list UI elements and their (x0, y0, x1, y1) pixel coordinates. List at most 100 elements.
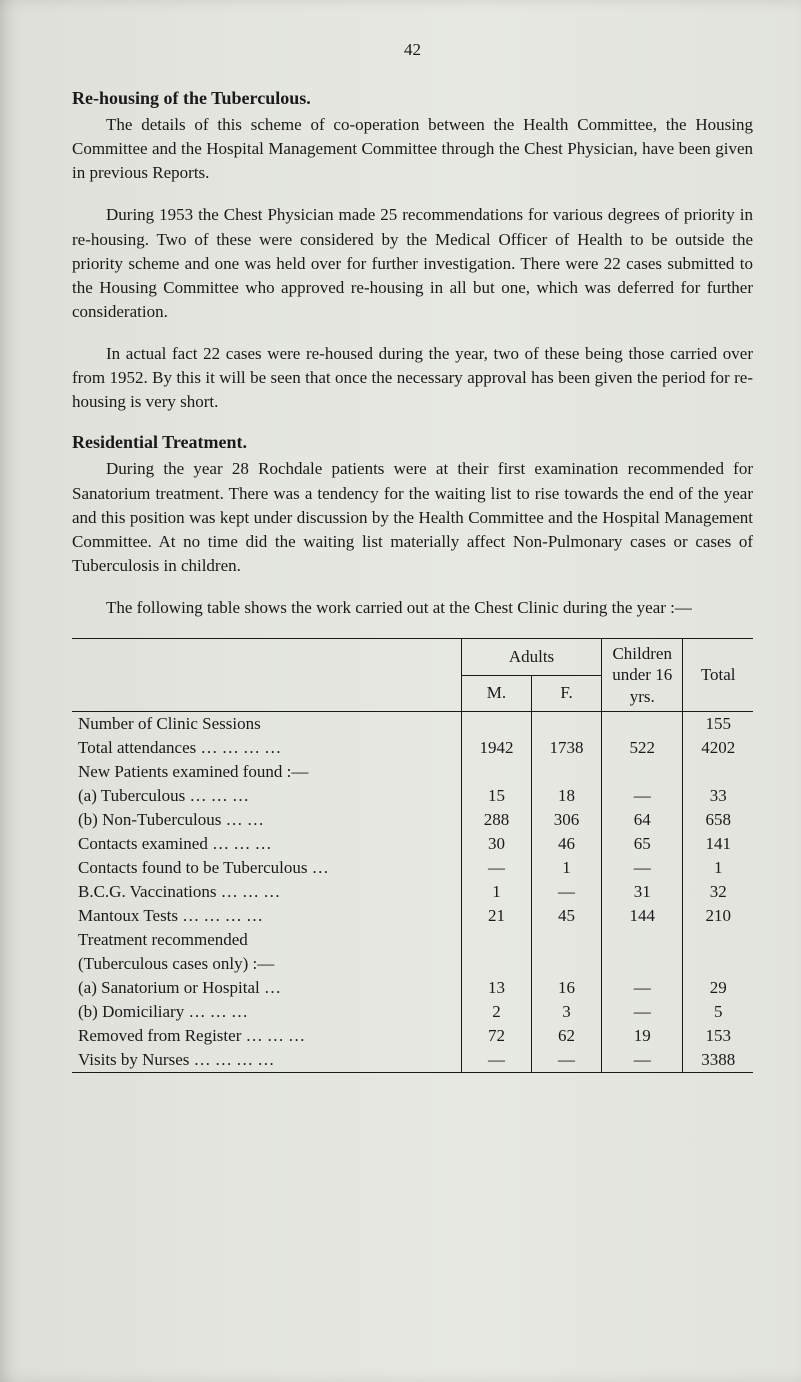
cell-m: 72 (461, 1024, 531, 1048)
cell-children: — (602, 784, 683, 808)
cell-children: 65 (602, 832, 683, 856)
cell-children (602, 952, 683, 976)
cell-f (532, 711, 602, 736)
cell-f: 46 (532, 832, 602, 856)
table-row: Contacts found to be Tuberculous …—1—1 (72, 856, 753, 880)
cell-m: 288 (461, 808, 531, 832)
cell-children: — (602, 1048, 683, 1073)
cell-f: 16 (532, 976, 602, 1000)
cell-total: 153 (683, 1024, 753, 1048)
section-rehousing: Re-housing of the Tuberculous. The detai… (72, 88, 753, 414)
row-label: Contacts found to be Tuberculous … (72, 856, 461, 880)
cell-f (532, 760, 602, 784)
header-row: Adults Children under 16 yrs. Total (72, 639, 753, 675)
cell-children: 19 (602, 1024, 683, 1048)
cell-f: 306 (532, 808, 602, 832)
table-body: Number of Clinic Sessions155Total attend… (72, 711, 753, 1072)
cell-m (461, 928, 531, 952)
cell-m: 15 (461, 784, 531, 808)
cell-children: 31 (602, 880, 683, 904)
table-row: Visits by Nurses … … … …———3388 (72, 1048, 753, 1073)
cell-total (683, 928, 753, 952)
row-label: (a) Sanatorium or Hospital … (72, 976, 461, 1000)
row-label: (b) Non-Tuberculous … … (72, 808, 461, 832)
cell-m: — (461, 856, 531, 880)
cell-children (602, 760, 683, 784)
row-label: Mantoux Tests … … … … (72, 904, 461, 928)
row-label: Number of Clinic Sessions (72, 711, 461, 736)
cell-total: 4202 (683, 736, 753, 760)
section-residential: Residential Treatment. During the year 2… (72, 432, 753, 578)
cell-m (461, 952, 531, 976)
cell-f: — (532, 880, 602, 904)
cell-total: 141 (683, 832, 753, 856)
cell-children: 64 (602, 808, 683, 832)
cell-m: 1942 (461, 736, 531, 760)
cell-f: 45 (532, 904, 602, 928)
cell-children: — (602, 856, 683, 880)
cell-f: 1738 (532, 736, 602, 760)
cell-total (683, 760, 753, 784)
header-total: Total (683, 639, 753, 712)
page-number: 42 (72, 40, 753, 60)
clinic-work-table: Adults Children under 16 yrs. Total M. F… (72, 638, 753, 1073)
table-row: Number of Clinic Sessions 155 (72, 711, 753, 736)
cell-total: 155 (683, 711, 753, 736)
paragraph: In actual fact 22 cases were re-housed d… (72, 342, 753, 414)
table-row: B.C.G. Vaccinations … … …1—3132 (72, 880, 753, 904)
row-label: (Tuberculous cases only) :— (72, 952, 461, 976)
heading-rehousing: Re-housing of the Tuberculous. (72, 88, 753, 109)
cell-f: 18 (532, 784, 602, 808)
row-label: Visits by Nurses … … … … (72, 1048, 461, 1073)
cell-total: 1 (683, 856, 753, 880)
table-row: (b) Non-Tuberculous … …28830664658 (72, 808, 753, 832)
table-row: Mantoux Tests … … … …2145144210 (72, 904, 753, 928)
cell-total: 32 (683, 880, 753, 904)
row-label: Total attendances … … … … (72, 736, 461, 760)
cell-m: 21 (461, 904, 531, 928)
header-blank (72, 639, 461, 712)
cell-m (461, 760, 531, 784)
table-row: New Patients examined found :— (72, 760, 753, 784)
cell-children: 144 (602, 904, 683, 928)
row-label: Removed from Register … … … (72, 1024, 461, 1048)
paragraph: During the year 28 Rochdale patients wer… (72, 457, 753, 578)
table-row: Removed from Register … … …726219153 (72, 1024, 753, 1048)
paragraph: The details of this scheme of co-operati… (72, 113, 753, 185)
cell-children: — (602, 1000, 683, 1024)
cell-children: 522 (602, 736, 683, 760)
table-row: (b) Domiciliary … … …23—5 (72, 1000, 753, 1024)
cell-total: 5 (683, 1000, 753, 1024)
cell-m: 2 (461, 1000, 531, 1024)
table-row: Total attendances … … … …194217385224202 (72, 736, 753, 760)
cell-total: 29 (683, 976, 753, 1000)
table-head: Adults Children under 16 yrs. Total M. F… (72, 639, 753, 712)
header-adults: Adults (461, 639, 601, 675)
cell-m: 13 (461, 976, 531, 1000)
cell-m (461, 711, 531, 736)
cell-total (683, 952, 753, 976)
table-row: (a) Sanatorium or Hospital …1316—29 (72, 976, 753, 1000)
row-label: (b) Domiciliary … … … (72, 1000, 461, 1024)
row-label: B.C.G. Vaccinations … … … (72, 880, 461, 904)
cell-m: 30 (461, 832, 531, 856)
cell-total: 3388 (683, 1048, 753, 1073)
cell-total: 33 (683, 784, 753, 808)
header-m: M. (461, 675, 531, 711)
row-label: New Patients examined found :— (72, 760, 461, 784)
table-row: Contacts examined … … …304665141 (72, 832, 753, 856)
table-row: (Tuberculous cases only) :— (72, 952, 753, 976)
cell-f: — (532, 1048, 602, 1073)
row-label: Contacts examined … … … (72, 832, 461, 856)
header-children: Children under 16 yrs. (602, 639, 683, 712)
table-row: Treatment recommended (72, 928, 753, 952)
cell-children (602, 928, 683, 952)
cell-m: 1 (461, 880, 531, 904)
cell-total: 658 (683, 808, 753, 832)
header-f: F. (532, 675, 602, 711)
cell-children: — (602, 976, 683, 1000)
cell-m: — (461, 1048, 531, 1073)
table-row: (a) Tuberculous … … …1518—33 (72, 784, 753, 808)
cell-f (532, 952, 602, 976)
paragraph: During 1953 the Chest Physician made 25 … (72, 203, 753, 324)
